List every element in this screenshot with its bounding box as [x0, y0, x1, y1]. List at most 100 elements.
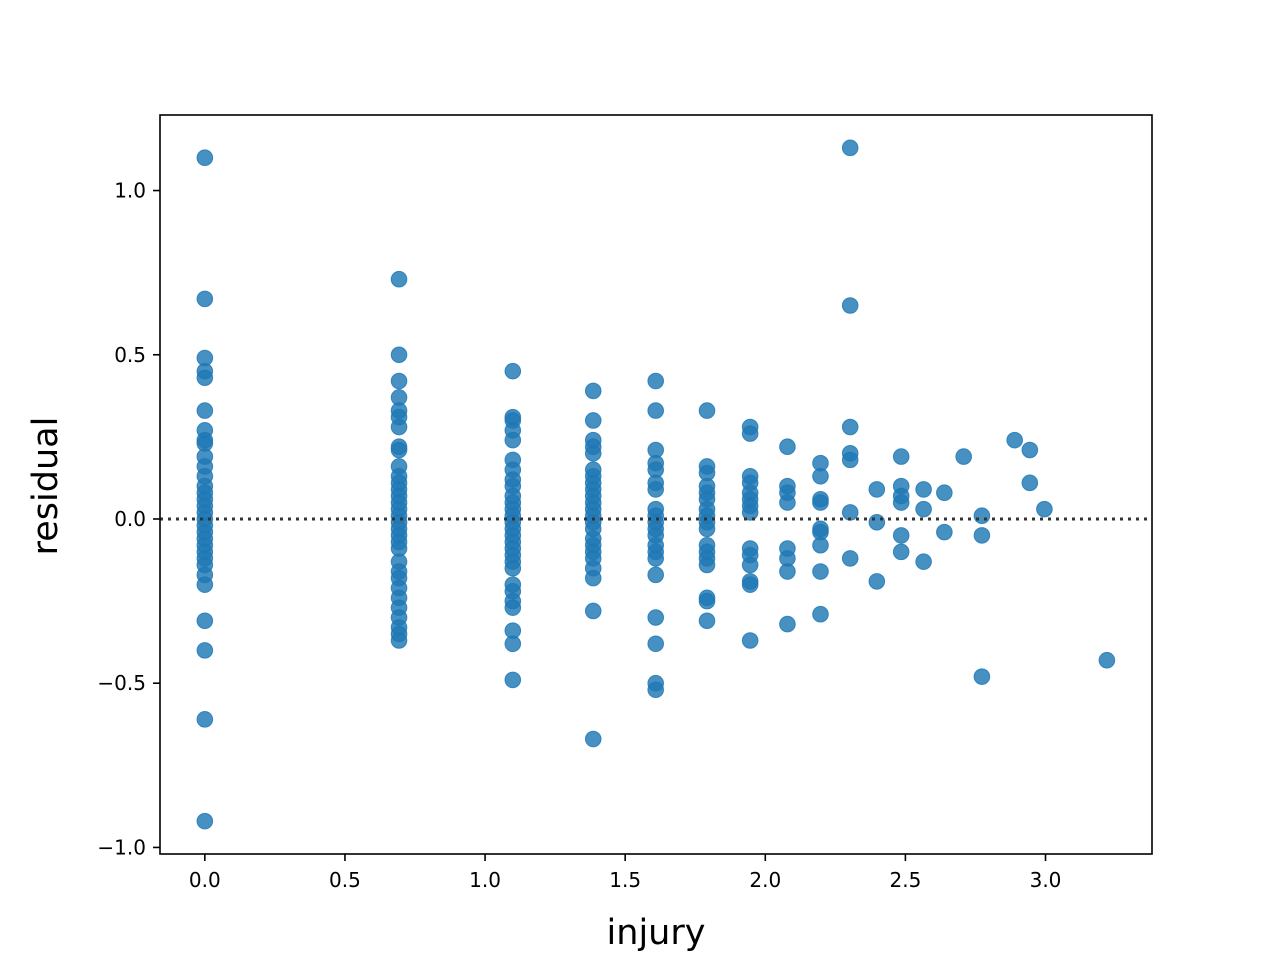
data-point-143	[698, 520, 716, 538]
x-tick-label: 1.0	[469, 868, 501, 892]
data-point-63	[504, 362, 522, 380]
data-point-190	[868, 513, 886, 531]
data-point-172	[779, 615, 796, 633]
data-point-90	[504, 671, 522, 689]
data-point-37	[390, 418, 408, 436]
data-point-115	[647, 402, 665, 419]
data-point-182	[841, 139, 859, 157]
y-tick-label: 1.0	[114, 179, 146, 203]
data-point-95	[584, 444, 602, 462]
data-point-120	[647, 481, 665, 498]
data-point-67	[504, 431, 522, 449]
x-tick-label: 0.5	[329, 868, 361, 892]
data-point-5	[196, 402, 214, 419]
data-point-163	[741, 576, 759, 593]
data-point-181	[812, 605, 829, 623]
data-point-198	[915, 481, 932, 498]
data-point-30	[196, 812, 214, 830]
data-point-62	[390, 632, 408, 649]
data-point-87	[504, 599, 522, 616]
x-tick-label: 3.0	[1030, 868, 1062, 892]
data-point-176	[812, 494, 829, 511]
data-point-209	[1021, 474, 1039, 492]
data-point-197	[892, 543, 910, 561]
x-tick-label: 0.0	[189, 868, 221, 892]
data-point-186	[841, 451, 859, 469]
data-point-128	[647, 550, 665, 567]
data-point-134	[698, 402, 716, 419]
data-point-204	[973, 507, 991, 525]
y-tick-label: −0.5	[97, 671, 146, 695]
data-point-200	[915, 553, 932, 570]
data-point-147	[698, 556, 716, 574]
data-point-0	[196, 149, 214, 166]
data-point-1	[196, 290, 214, 308]
x-axis-title: injury	[607, 913, 706, 953]
data-point-180	[812, 563, 829, 580]
data-point-188	[841, 550, 859, 567]
y-tick-label: −1.0	[97, 835, 146, 859]
data-point-171	[779, 563, 796, 580]
y-axis-title: residual	[26, 417, 66, 556]
data-point-207	[1006, 431, 1023, 449]
data-point-199	[915, 500, 932, 518]
data-point-26	[196, 576, 214, 593]
data-point-152	[741, 425, 759, 442]
data-points	[196, 139, 1116, 830]
data-point-131	[647, 635, 665, 653]
data-point-203	[955, 448, 972, 465]
data-point-191	[868, 573, 886, 590]
data-point-113	[584, 730, 602, 748]
data-point-184	[841, 418, 859, 436]
data-point-211	[1098, 651, 1116, 669]
data-point-92	[584, 412, 602, 429]
y-axis-ticks: −1.0 −0.5 0.0 0.5 1.0	[97, 179, 160, 859]
data-point-29	[196, 711, 214, 728]
x-tick-label: 1.5	[609, 868, 641, 892]
data-point-196	[892, 527, 910, 544]
data-point-28	[196, 642, 214, 659]
data-point-174	[812, 467, 829, 485]
data-point-168	[779, 494, 796, 511]
data-point-161	[741, 556, 759, 574]
data-point-32	[390, 346, 408, 364]
data-point-149	[698, 592, 716, 610]
data-point-150	[698, 612, 716, 630]
y-tick-label: 0.5	[114, 343, 146, 367]
data-point-33	[390, 372, 408, 390]
data-point-158	[741, 504, 759, 521]
data-point-201	[936, 484, 953, 502]
data-point-89	[504, 635, 522, 653]
data-point-91	[584, 382, 602, 400]
data-point-206	[973, 668, 991, 685]
data-point-114	[647, 372, 665, 390]
data-point-130	[647, 609, 665, 626]
data-point-179	[812, 536, 829, 554]
x-tick-label: 2.0	[749, 868, 781, 892]
plot-area-frame	[159, 114, 1153, 855]
data-point-83	[504, 559, 522, 577]
data-point-210	[1036, 500, 1053, 518]
data-point-133	[647, 681, 665, 699]
x-tick-label: 2.5	[889, 868, 921, 892]
data-point-195	[892, 494, 910, 511]
data-point-164	[741, 632, 759, 649]
data-point-31	[390, 270, 408, 288]
data-point-205	[973, 527, 991, 544]
data-point-192	[892, 448, 910, 465]
data-point-39	[390, 441, 408, 459]
y-tick-label: 0.0	[114, 507, 146, 531]
data-point-129	[647, 566, 665, 584]
data-point-27	[196, 612, 214, 630]
data-point-189	[868, 481, 886, 498]
data-point-208	[1021, 441, 1039, 459]
data-point-183	[841, 297, 859, 314]
data-point-4	[196, 369, 214, 387]
data-point-165	[779, 438, 796, 456]
data-point-111	[584, 569, 602, 587]
x-axis-ticks: 0.0 0.5 1.0 1.5 2.0 2.5 3.0	[189, 854, 1061, 892]
data-point-112	[584, 602, 602, 620]
data-point-202	[936, 523, 953, 541]
